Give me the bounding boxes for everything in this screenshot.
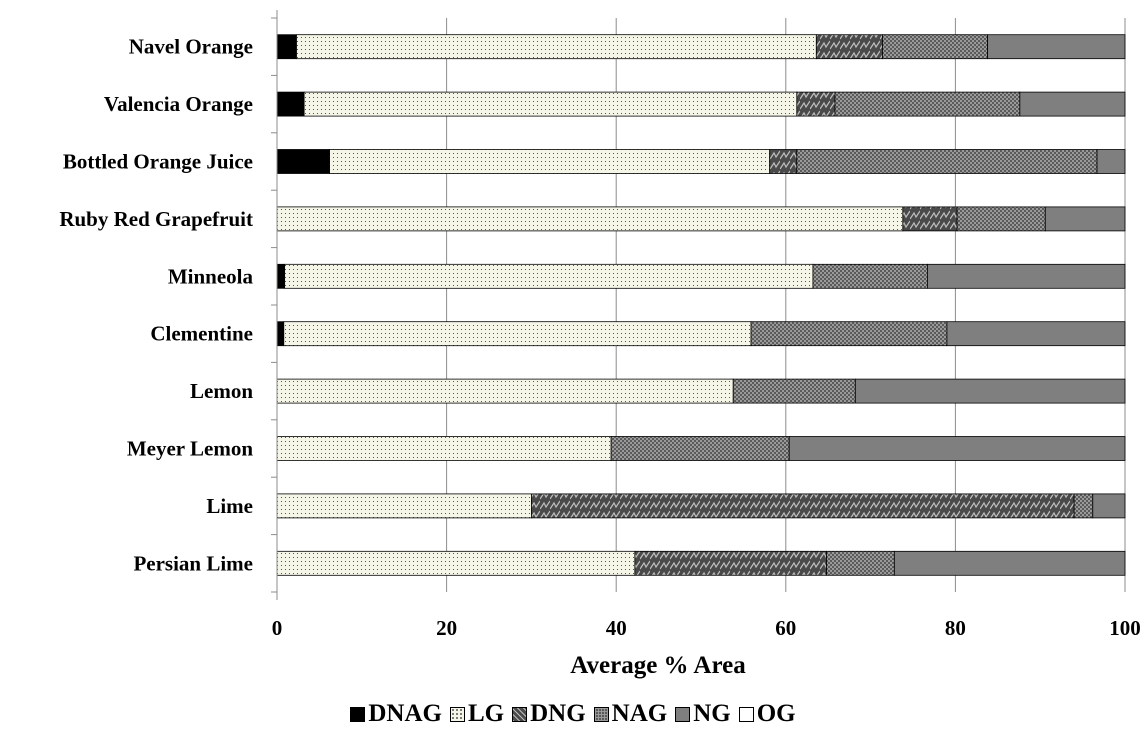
bar-segment-lg (276, 378, 734, 404)
bar-segment-lg (303, 91, 798, 117)
legend-item-dng: DNG (512, 700, 586, 728)
labels: Navel Orange Valencia Orange Bottled Orang… (59, 35, 1140, 640)
bar-segment-dng (796, 91, 836, 117)
legend-swatch (675, 706, 691, 722)
x-tick-label: 20 (436, 616, 457, 640)
legend-item-nag: NAG (593, 700, 668, 728)
bar-segment-dng (634, 550, 827, 576)
bar-segment-lg (276, 206, 904, 232)
bar-segment-dng (769, 149, 798, 174)
bar-segment-ng (1044, 206, 1126, 232)
legend-swatch (350, 706, 366, 722)
bars (276, 34, 1126, 576)
bar-segment-nag (1073, 493, 1094, 519)
bar-segment-dnag (276, 321, 285, 347)
bar-segment-dnag (276, 34, 297, 60)
category-label: Bottled Orange Juice (63, 150, 253, 174)
x-tick-label: 80 (945, 616, 966, 640)
category-label: Valencia Orange (104, 92, 253, 116)
x-tick-label: 0 (272, 616, 283, 640)
bar-segment-dng (815, 34, 883, 60)
legend-item-ng: NG (675, 700, 731, 728)
bar-segment-lg (329, 149, 771, 174)
bar-segment-nag (812, 263, 928, 289)
bar-segment-lg (276, 550, 636, 576)
legend-label: LG (467, 700, 505, 727)
category-label: Lime (206, 494, 253, 518)
legend-label: DNG (530, 700, 586, 727)
legend-item-lg: LG (449, 700, 505, 728)
x-tick-label: 40 (606, 616, 627, 640)
bar-segment-ng (1092, 493, 1126, 519)
bar-segment-nag (732, 378, 856, 404)
legend-item-og: OG (738, 700, 796, 728)
bar-segment-ng (1096, 149, 1126, 174)
bar-segment-dnag (276, 149, 330, 174)
bar-segment-ng (893, 550, 1126, 576)
legend-swatch (512, 706, 528, 722)
legend-swatch (449, 706, 465, 722)
bar-segment-dnag (276, 91, 305, 117)
category-label: Minneola (168, 264, 254, 288)
bar-segment-ng (946, 321, 1126, 347)
axes (271, 10, 278, 600)
bar-segment-lg (283, 321, 752, 347)
bar-segment-nag (834, 91, 1021, 117)
bar-segment-ng (854, 378, 1126, 404)
legend-label: NG (693, 700, 731, 727)
bar-segment-lg (284, 263, 814, 289)
legend-label: NAG (611, 700, 668, 727)
category-label: Ruby Red Grapefruit (59, 207, 253, 231)
bar-segment-ng (788, 436, 1126, 461)
legend-label: DNAG (368, 700, 442, 727)
bar-segment-nag (826, 550, 895, 576)
category-label: Navel Orange (129, 35, 253, 59)
bar-segment-lg (296, 34, 817, 60)
bar-segment-nag (956, 206, 1046, 232)
category-label: Persian Lime (133, 551, 253, 575)
x-tick-label: 100 (1109, 616, 1141, 640)
x-axis-title: Average % Area (570, 652, 746, 679)
bar-segment-ng (927, 263, 1126, 289)
bar-segment-ng (987, 34, 1126, 60)
legend-swatch (738, 706, 754, 722)
category-label: Meyer Lemon (127, 437, 253, 461)
legend-item-dnag: DNAG (350, 700, 442, 728)
category-label: Clementine (150, 322, 253, 346)
bar-segment-nag (750, 321, 948, 347)
bar-segment-nag (796, 149, 1098, 174)
bar-segment-lg (276, 493, 532, 519)
legend: DNAG LG DNG NAG NG OG (0, 695, 1146, 733)
bar-segment-nag (882, 34, 989, 60)
bar-segment-dng (902, 206, 958, 232)
bar-segment-dnag (276, 263, 286, 289)
bar-segment-nag (610, 436, 790, 461)
legend-swatch (593, 706, 609, 722)
category-label: Lemon (190, 379, 253, 403)
bar-segment-ng (1019, 91, 1126, 117)
bar-segment-lg (276, 436, 612, 461)
legend-label: OG (756, 700, 796, 727)
bar-segment-dng (531, 493, 1075, 519)
x-tick-label: 60 (775, 616, 796, 640)
